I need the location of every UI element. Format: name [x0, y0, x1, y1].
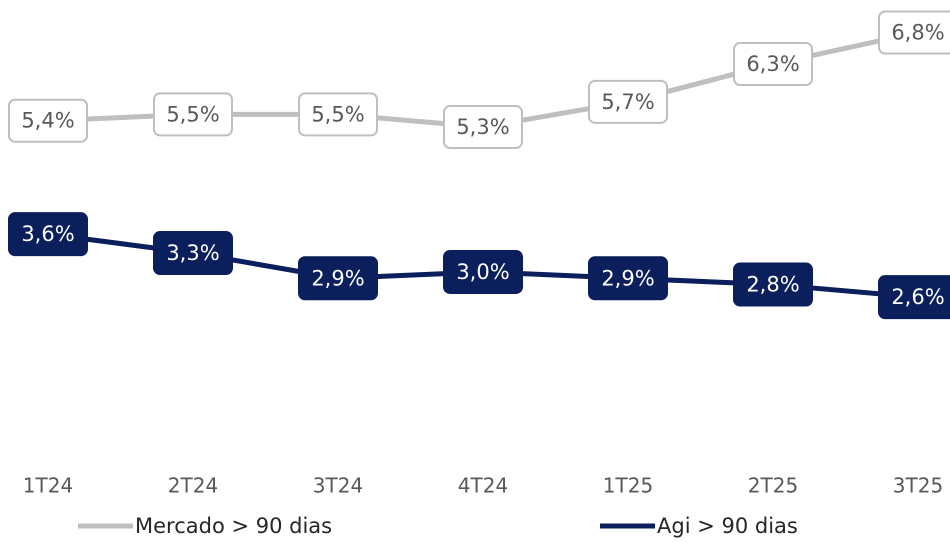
data-label: 2,9%: [311, 266, 364, 290]
data-label-box: [153, 92, 233, 137]
legend-label: Mercado > 90 dias: [135, 514, 332, 538]
data-label: 5,4%: [21, 109, 74, 133]
data-label-box: [298, 256, 378, 301]
data-label: 6,8%: [891, 21, 944, 45]
data-label: 3,3%: [166, 241, 219, 265]
x-tick-label: 2T24: [168, 474, 218, 498]
x-tick-label: 1T24: [23, 474, 73, 498]
legend-label: Agi > 90 dias: [657, 514, 798, 538]
data-label-box: [733, 262, 813, 307]
data-label: 2,9%: [601, 266, 654, 290]
data-label-box: [8, 212, 88, 257]
data-label: 2,8%: [746, 273, 799, 297]
data-label-box: [443, 105, 523, 150]
data-label-box: [8, 98, 88, 143]
data-label: 6,3%: [746, 52, 799, 76]
x-tick-label: 3T25: [893, 474, 943, 498]
data-label-box: [733, 42, 813, 87]
data-label: 3,6%: [21, 222, 74, 246]
x-tick-label: 4T24: [458, 474, 508, 498]
data-label: 2,6%: [891, 285, 944, 309]
data-label-box: [878, 10, 950, 55]
data-label-box: [153, 231, 233, 276]
data-label-box: [443, 249, 523, 294]
data-label-box: [588, 79, 668, 124]
data-label: 5,5%: [166, 102, 219, 126]
data-label: 5,7%: [601, 90, 654, 114]
data-label: 5,5%: [311, 102, 364, 126]
x-tick-label: 3T24: [313, 474, 363, 498]
data-label-box: [588, 256, 668, 301]
data-label: 3,0%: [456, 260, 509, 284]
x-tick-label: 1T25: [603, 474, 653, 498]
data-label: 5,3%: [456, 115, 509, 139]
data-label-box: [878, 275, 950, 320]
x-tick-label: 2T25: [748, 474, 798, 498]
data-label-box: [298, 92, 378, 137]
